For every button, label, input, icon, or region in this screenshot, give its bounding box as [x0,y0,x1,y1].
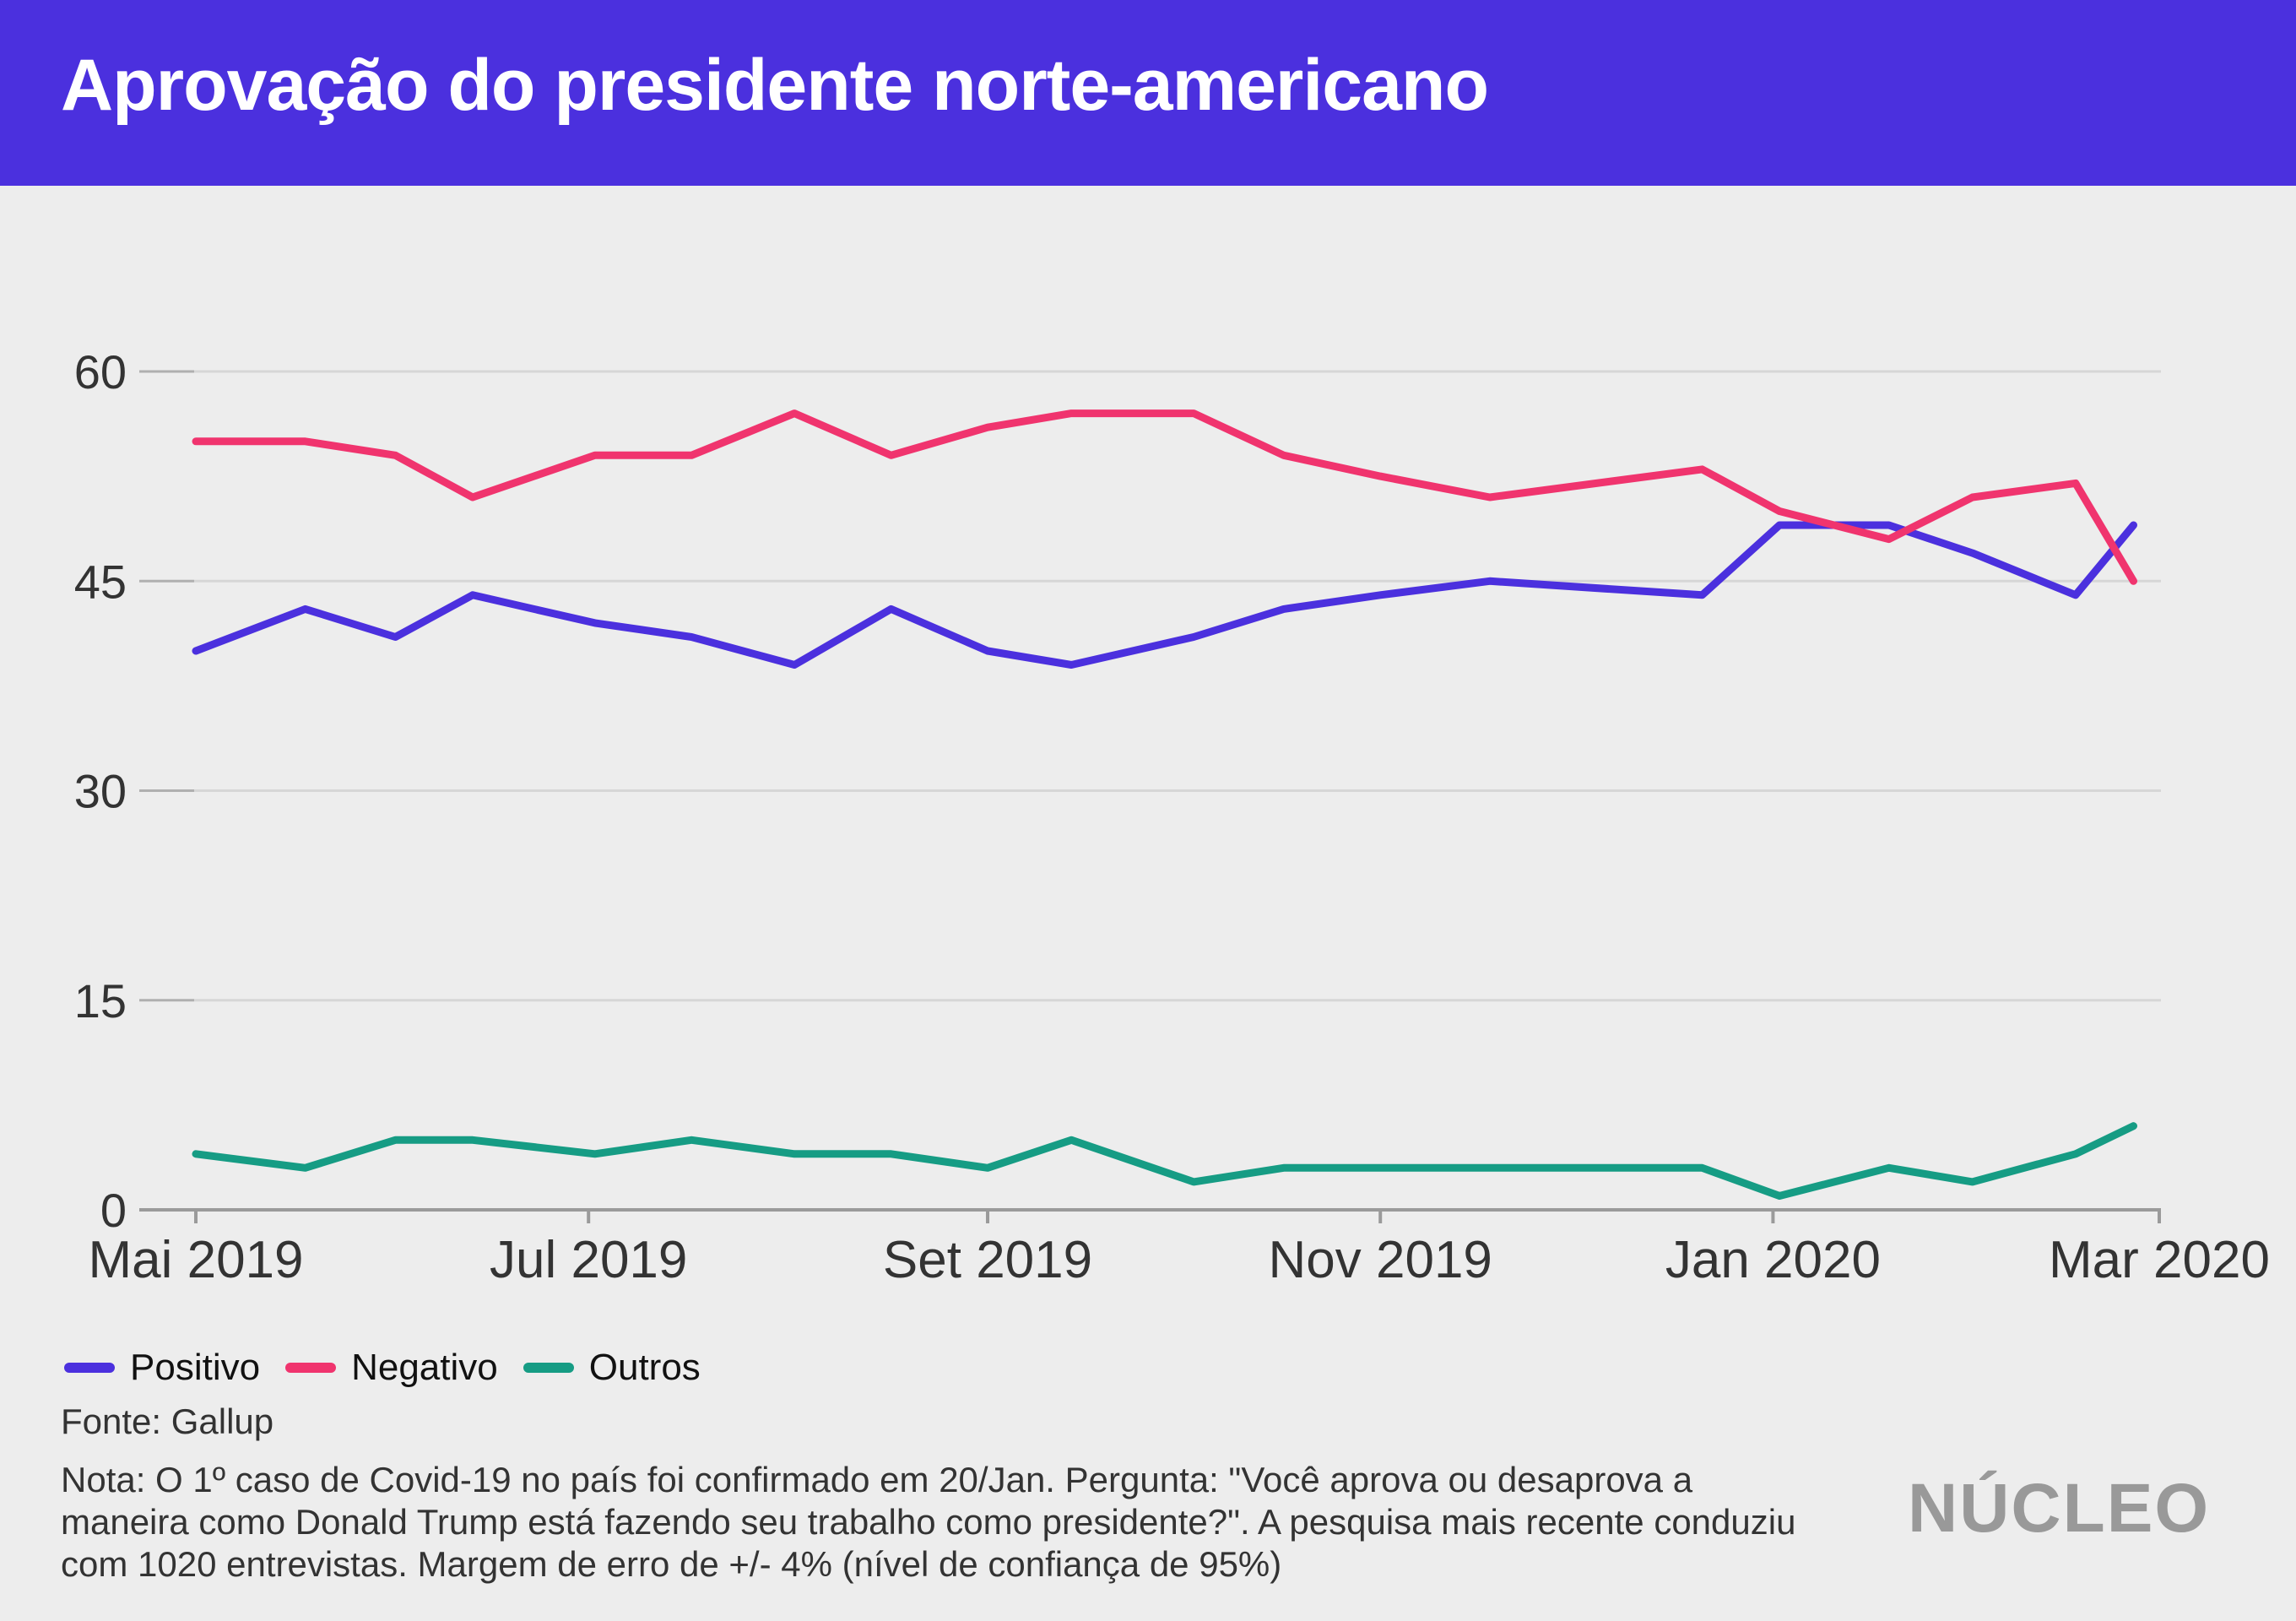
ytick-label-0: 0 [100,1184,127,1237]
xtick-label-2: Set 2019 [883,1231,1092,1289]
xtick-label-0: Mai 2019 [88,1231,303,1289]
series-lines [192,409,2137,1200]
axes: 0 15 30 45 60 Mai 2019 Jul 2019 Set 2019 Nov 201… [74,345,2270,1289]
nucleo-logo: NÚCLEO [1908,1470,2211,1547]
xtick-label-1: Jul 2019 [490,1231,687,1289]
source-text: Fonte: Gallup [61,1401,274,1441]
legend-item-outros: Outros [523,1347,701,1389]
xtick-label-3: Nov 2019 [1269,1231,1492,1289]
legend-label-outros: Outros [588,1347,701,1388]
series-line-negativo [192,409,2137,585]
ytick-label-15: 15 [74,974,127,1027]
xtick-label-4: Jan 2020 [1665,1231,1881,1289]
legend-swatch-negativo [285,1363,337,1373]
chart-title: Aprovação do presidente norte-americano [61,45,1489,126]
legend-item-negativo: Negativo [285,1347,498,1389]
xtick-label-5: Mar 2020 [2049,1231,2270,1289]
note-text: Nota: O 1º caso de Covid-19 no país foi … [61,1460,1796,1584]
series-line-positivo [192,521,2137,669]
legend-label-negativo: Negativo [351,1347,498,1388]
line-chart: 0 15 30 45 60 Mai 2019 Jul 2019 Set 2019 Nov 201… [74,345,2270,1289]
header-banner: Aprovação do presidente norte-americano [0,0,2296,186]
grid-lines [139,370,2161,1002]
ytick-label-45: 45 [74,555,127,608]
legend-swatch-outros [523,1363,574,1373]
series-line-outros [192,1122,2137,1200]
legend-swatch-positivo [64,1363,115,1373]
legend-label-positivo: Positivo [130,1347,261,1388]
ytick-label-30: 30 [74,765,127,818]
legend: Positivo Negativo Outros [64,1342,701,1393]
legend-item-positivo: Positivo [64,1347,260,1389]
ytick-label-60: 60 [74,345,127,398]
